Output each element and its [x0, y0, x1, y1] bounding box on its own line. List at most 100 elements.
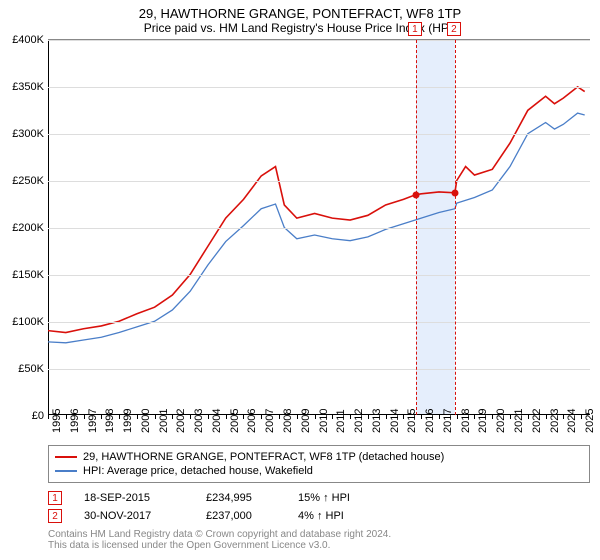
- x-tick: [350, 415, 351, 419]
- x-tick-label: 1997: [87, 409, 99, 433]
- x-tick: [119, 415, 120, 419]
- x-tick: [261, 415, 262, 419]
- x-tick: [243, 415, 244, 419]
- event-price: £237,000: [206, 510, 276, 522]
- y-tick-label: £250K: [2, 175, 44, 187]
- x-tick-label: 1999: [122, 409, 134, 433]
- event-marker-dot: [451, 190, 458, 197]
- price-chart: 29, HAWTHORNE GRANGE, PONTEFRACT, WF8 1T…: [0, 0, 600, 551]
- chart-title: 29, HAWTHORNE GRANGE, PONTEFRACT, WF8 1T…: [0, 0, 600, 21]
- event-row: 2 30-NOV-2017 £237,000 4% ↑ HPI: [48, 507, 590, 525]
- x-tick-label: 2022: [531, 409, 543, 433]
- footer-attribution: Contains HM Land Registry data © Crown c…: [48, 529, 590, 551]
- x-tick: [474, 415, 475, 419]
- x-tick-label: 2025: [584, 409, 596, 433]
- x-tick: [403, 415, 404, 419]
- event-pct: 15% ↑ HPI: [298, 492, 388, 504]
- x-tick-label: 2000: [140, 409, 152, 433]
- event-price: £234,995: [206, 492, 276, 504]
- event-pct: 4% ↑ HPI: [298, 510, 388, 522]
- x-tick: [315, 415, 316, 419]
- footer-line-1: Contains HM Land Registry data © Crown c…: [48, 529, 590, 540]
- x-tick-label: 2013: [371, 409, 383, 433]
- gridline: [48, 87, 590, 88]
- event-table: 118-SEP-2015£234,99515% ↑ HPI230-NOV-201…: [48, 489, 590, 525]
- event-row: 118-SEP-2015£234,99515% ↑ HPI: [48, 489, 590, 507]
- gridline: [48, 134, 590, 135]
- x-tick-label: 2009: [300, 409, 312, 433]
- y-tick-label: £0: [2, 410, 44, 422]
- x-tick-label: 2019: [477, 409, 489, 433]
- legend-row: HPI: Average price, detached house, Wake…: [55, 464, 583, 478]
- x-tick-label: 2021: [513, 409, 525, 433]
- x-tick: [84, 415, 85, 419]
- x-tick: [439, 415, 440, 419]
- gridline: [48, 322, 590, 323]
- x-tick: [421, 415, 422, 419]
- x-tick: [510, 415, 511, 419]
- x-tick-label: 2004: [211, 409, 223, 433]
- event-date: 18-SEP-2015: [84, 492, 184, 504]
- x-tick-label: 1995: [51, 409, 63, 433]
- x-tick: [297, 415, 298, 419]
- x-tick-label: 2001: [158, 409, 170, 433]
- x-tick-label: 2017: [442, 409, 454, 433]
- x-tick-label: 2023: [549, 409, 561, 433]
- x-tick: [492, 415, 493, 419]
- y-tick-label: £200K: [2, 222, 44, 234]
- x-tick: [332, 415, 333, 419]
- x-tick: [279, 415, 280, 419]
- chart-subtitle: Price paid vs. HM Land Registry's House …: [0, 21, 600, 39]
- x-tick: [528, 415, 529, 419]
- x-tick-label: 2007: [264, 409, 276, 433]
- legend-swatch: [55, 456, 77, 458]
- x-tick: [563, 415, 564, 419]
- x-tick-label: 2012: [353, 409, 365, 433]
- x-tick-label: 2006: [246, 409, 258, 433]
- gridline: [48, 369, 590, 370]
- x-tick: [155, 415, 156, 419]
- gridline: [48, 275, 590, 276]
- y-tick-label: £400K: [2, 34, 44, 46]
- x-tick-label: 2005: [229, 409, 241, 433]
- event-marker-box: 2: [447, 22, 461, 36]
- gridline: [48, 181, 590, 182]
- x-tick-label: 2024: [566, 409, 578, 433]
- y-tick-label: £50K: [2, 363, 44, 375]
- x-tick: [66, 415, 67, 419]
- x-tick-label: 2011: [335, 409, 347, 433]
- x-tick: [581, 415, 582, 419]
- legend: 29, HAWTHORNE GRANGE, PONTEFRACT, WF8 1T…: [48, 445, 590, 483]
- legend-swatch: [55, 470, 77, 472]
- x-tick-label: 2016: [424, 409, 436, 433]
- x-tick-label: 2020: [495, 409, 507, 433]
- x-tick: [48, 415, 49, 419]
- x-tick-label: 2003: [193, 409, 205, 433]
- event-marker-line: [416, 40, 417, 415]
- gridline: [48, 40, 590, 41]
- y-tick-label: £150K: [2, 269, 44, 281]
- x-tick: [386, 415, 387, 419]
- plot-area: £0£50K£100K£150K£200K£250K£300K£350K£400…: [48, 39, 590, 415]
- x-tick: [101, 415, 102, 419]
- x-tick-label: 1996: [69, 409, 81, 433]
- x-tick: [137, 415, 138, 419]
- event-id-box: 2: [48, 509, 62, 523]
- x-tick: [546, 415, 547, 419]
- legend-row: 29, HAWTHORNE GRANGE, PONTEFRACT, WF8 1T…: [55, 450, 583, 464]
- event-marker-dot: [412, 192, 419, 199]
- x-tick-label: 2008: [282, 409, 294, 433]
- series-price_paid: [48, 87, 585, 333]
- x-tick-label: 2018: [460, 409, 472, 433]
- event-date: 30-NOV-2017: [84, 510, 184, 522]
- x-tick-label: 2014: [389, 409, 401, 433]
- x-tick: [208, 415, 209, 419]
- x-tick-label: 1998: [104, 409, 116, 433]
- y-tick-label: £350K: [2, 81, 44, 93]
- x-tick: [172, 415, 173, 419]
- event-marker-box: 1: [408, 22, 422, 36]
- x-tick: [190, 415, 191, 419]
- y-tick-label: £300K: [2, 128, 44, 140]
- legend-label: HPI: Average price, detached house, Wake…: [83, 465, 313, 477]
- gridline: [48, 228, 590, 229]
